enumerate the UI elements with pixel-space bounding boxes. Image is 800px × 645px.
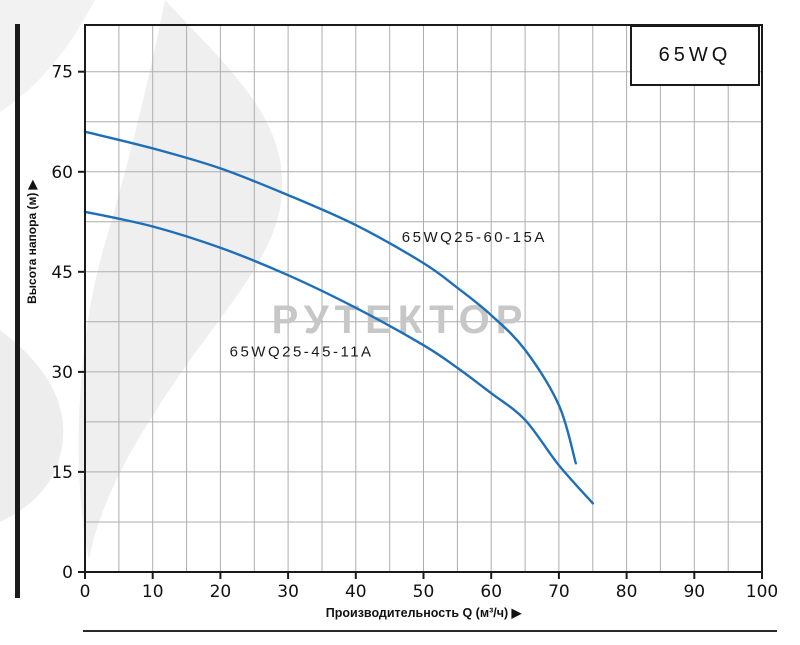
x-tick-label: 0 — [80, 582, 91, 602]
y-tick-label: 60 — [51, 163, 73, 183]
x-tick-label: 60 — [480, 582, 502, 602]
y-tick-label: 0 — [62, 563, 73, 583]
x-tick-label: 90 — [683, 582, 705, 602]
y-tick-label: 45 — [51, 263, 73, 283]
y-tick-label: 30 — [51, 363, 73, 383]
x-tick-label: 100 — [746, 582, 778, 602]
model-label: 65WQ — [658, 44, 732, 66]
curve-label: 65WQ25-60-15A — [402, 229, 547, 246]
y-tick-label: 15 — [51, 463, 73, 483]
curve-65WQ25-60-15A — [83, 130, 577, 465]
watermark-text: РУТЕКТОР — [272, 298, 529, 342]
x-tick-label: 40 — [345, 582, 367, 602]
x-tick-label: 30 — [277, 582, 299, 602]
footer-divider — [83, 630, 777, 632]
x-tick-label: 80 — [616, 582, 638, 602]
model-label-box: 65WQ — [630, 25, 760, 86]
y-axis-title: Высота напора (м) ▶ — [25, 179, 39, 304]
curve-label: 65WQ25-45-11A — [230, 344, 374, 361]
x-tick-label: 20 — [210, 582, 232, 602]
y-tick-label: 75 — [51, 63, 73, 83]
x-tick-label: 70 — [548, 582, 570, 602]
x-axis-title: Производительность Q (м³/ч) ▶ — [326, 606, 523, 620]
left-accent-bar — [15, 24, 20, 598]
x-tick-label: 50 — [413, 582, 435, 602]
curve-65WQ25-45-11A — [83, 210, 594, 505]
x-tick-label: 10 — [142, 582, 164, 602]
